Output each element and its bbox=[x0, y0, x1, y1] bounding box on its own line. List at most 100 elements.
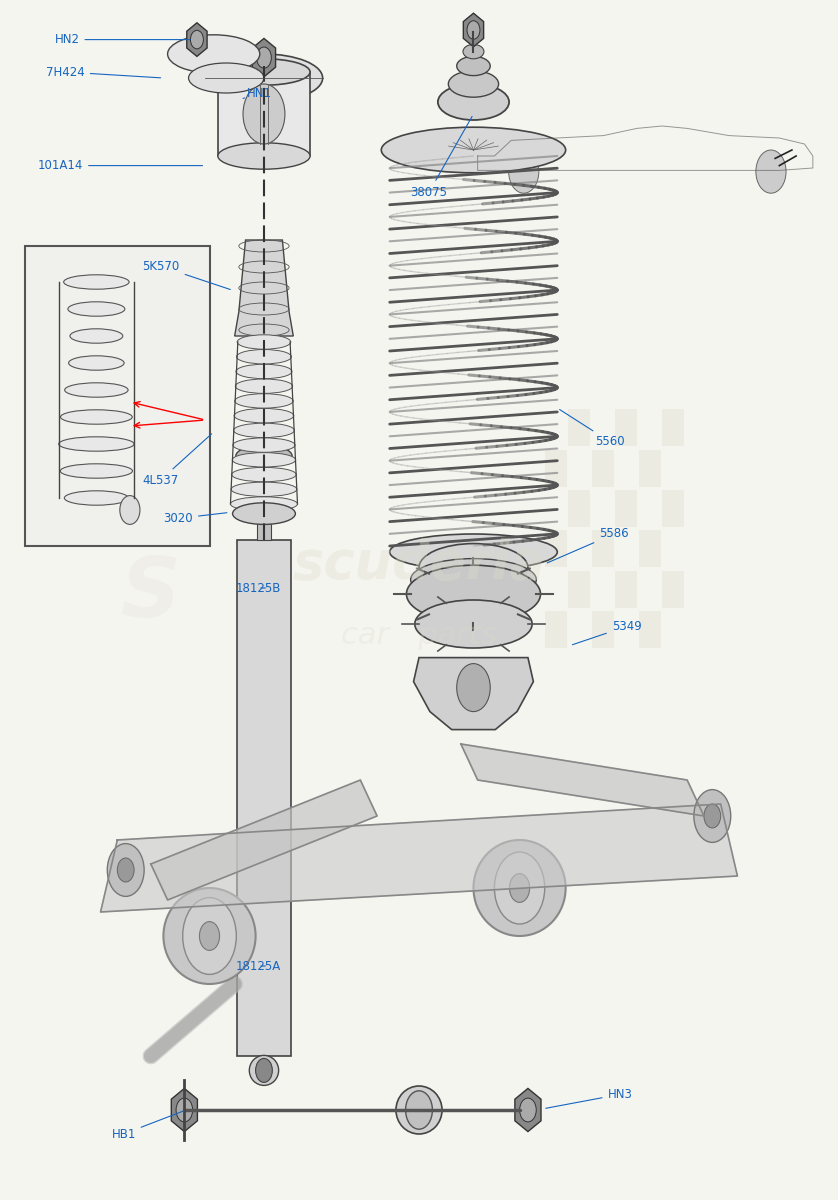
Bar bbox=[568, 490, 591, 527]
Circle shape bbox=[243, 84, 285, 144]
Bar bbox=[615, 571, 638, 607]
Text: 5349: 5349 bbox=[572, 620, 642, 644]
Bar bbox=[592, 450, 614, 487]
Ellipse shape bbox=[236, 365, 292, 379]
Ellipse shape bbox=[59, 437, 134, 451]
Ellipse shape bbox=[218, 143, 310, 169]
Ellipse shape bbox=[448, 71, 499, 97]
Text: 38075: 38075 bbox=[411, 116, 472, 198]
Circle shape bbox=[509, 150, 539, 193]
Ellipse shape bbox=[473, 840, 566, 936]
Bar bbox=[218, 72, 310, 156]
Text: S: S bbox=[121, 553, 181, 635]
Bar bbox=[639, 530, 661, 568]
Circle shape bbox=[457, 664, 490, 712]
Bar bbox=[237, 540, 291, 1056]
Circle shape bbox=[183, 898, 236, 974]
Bar bbox=[568, 571, 591, 607]
Bar bbox=[639, 450, 661, 487]
Bar bbox=[592, 611, 614, 648]
Bar bbox=[615, 409, 638, 446]
Polygon shape bbox=[463, 13, 484, 47]
Text: 7H424: 7H424 bbox=[46, 66, 161, 78]
Ellipse shape bbox=[205, 54, 323, 102]
Ellipse shape bbox=[168, 35, 260, 73]
Ellipse shape bbox=[235, 379, 292, 394]
Ellipse shape bbox=[65, 491, 128, 505]
Ellipse shape bbox=[415, 600, 532, 648]
Ellipse shape bbox=[189, 62, 264, 92]
Bar bbox=[615, 490, 638, 527]
Ellipse shape bbox=[68, 301, 125, 316]
Ellipse shape bbox=[237, 335, 291, 349]
Bar bbox=[662, 571, 685, 607]
Ellipse shape bbox=[406, 565, 541, 623]
Bar bbox=[545, 450, 567, 487]
Circle shape bbox=[176, 1098, 193, 1122]
Text: car   parts: car parts bbox=[341, 622, 497, 650]
Ellipse shape bbox=[233, 438, 295, 452]
Circle shape bbox=[199, 922, 220, 950]
Polygon shape bbox=[151, 780, 377, 900]
Ellipse shape bbox=[396, 1086, 442, 1134]
Ellipse shape bbox=[390, 534, 557, 570]
Text: 5560: 5560 bbox=[560, 409, 624, 448]
Ellipse shape bbox=[230, 497, 297, 511]
Ellipse shape bbox=[232, 452, 296, 467]
Circle shape bbox=[467, 20, 480, 40]
Circle shape bbox=[694, 790, 731, 842]
Ellipse shape bbox=[234, 408, 294, 422]
Circle shape bbox=[494, 852, 545, 924]
Ellipse shape bbox=[381, 127, 566, 173]
Circle shape bbox=[756, 150, 786, 193]
Polygon shape bbox=[252, 38, 276, 77]
Bar bbox=[545, 611, 567, 648]
Ellipse shape bbox=[457, 56, 490, 76]
Text: 101A14: 101A14 bbox=[38, 160, 203, 172]
Bar bbox=[592, 530, 614, 568]
Polygon shape bbox=[101, 804, 737, 912]
Polygon shape bbox=[187, 23, 207, 56]
Ellipse shape bbox=[231, 467, 297, 481]
Text: HN2: HN2 bbox=[54, 34, 190, 46]
Ellipse shape bbox=[64, 275, 129, 289]
Ellipse shape bbox=[411, 559, 536, 600]
Ellipse shape bbox=[235, 394, 293, 408]
Text: 18125A: 18125A bbox=[235, 960, 281, 972]
Bar bbox=[257, 456, 271, 540]
Bar bbox=[662, 409, 685, 446]
Ellipse shape bbox=[70, 329, 123, 343]
Ellipse shape bbox=[60, 409, 132, 424]
Circle shape bbox=[256, 1058, 272, 1082]
Polygon shape bbox=[461, 744, 704, 816]
Bar bbox=[545, 530, 567, 568]
Text: HN1: HN1 bbox=[243, 88, 272, 100]
Text: 5586: 5586 bbox=[547, 528, 628, 563]
Text: 5K570: 5K570 bbox=[142, 260, 230, 289]
Ellipse shape bbox=[60, 463, 132, 478]
Text: 3020: 3020 bbox=[163, 512, 227, 524]
Text: scuderia: scuderia bbox=[292, 538, 546, 590]
Text: 4L537: 4L537 bbox=[142, 434, 212, 486]
Ellipse shape bbox=[69, 355, 124, 370]
Circle shape bbox=[256, 47, 272, 68]
Text: 18125B: 18125B bbox=[235, 582, 281, 594]
Polygon shape bbox=[413, 658, 533, 730]
Circle shape bbox=[406, 1091, 432, 1129]
Circle shape bbox=[120, 496, 140, 524]
Ellipse shape bbox=[65, 383, 128, 397]
Bar bbox=[25, 246, 210, 546]
Bar bbox=[639, 611, 661, 648]
Ellipse shape bbox=[419, 544, 528, 592]
Bar bbox=[568, 409, 591, 446]
Circle shape bbox=[520, 1098, 536, 1122]
Circle shape bbox=[190, 30, 204, 49]
Text: HN3: HN3 bbox=[546, 1088, 633, 1109]
Ellipse shape bbox=[437, 84, 509, 120]
Circle shape bbox=[510, 874, 530, 902]
Ellipse shape bbox=[235, 445, 292, 467]
Ellipse shape bbox=[218, 59, 310, 85]
Circle shape bbox=[117, 858, 134, 882]
Ellipse shape bbox=[232, 503, 295, 524]
Bar bbox=[662, 490, 685, 527]
